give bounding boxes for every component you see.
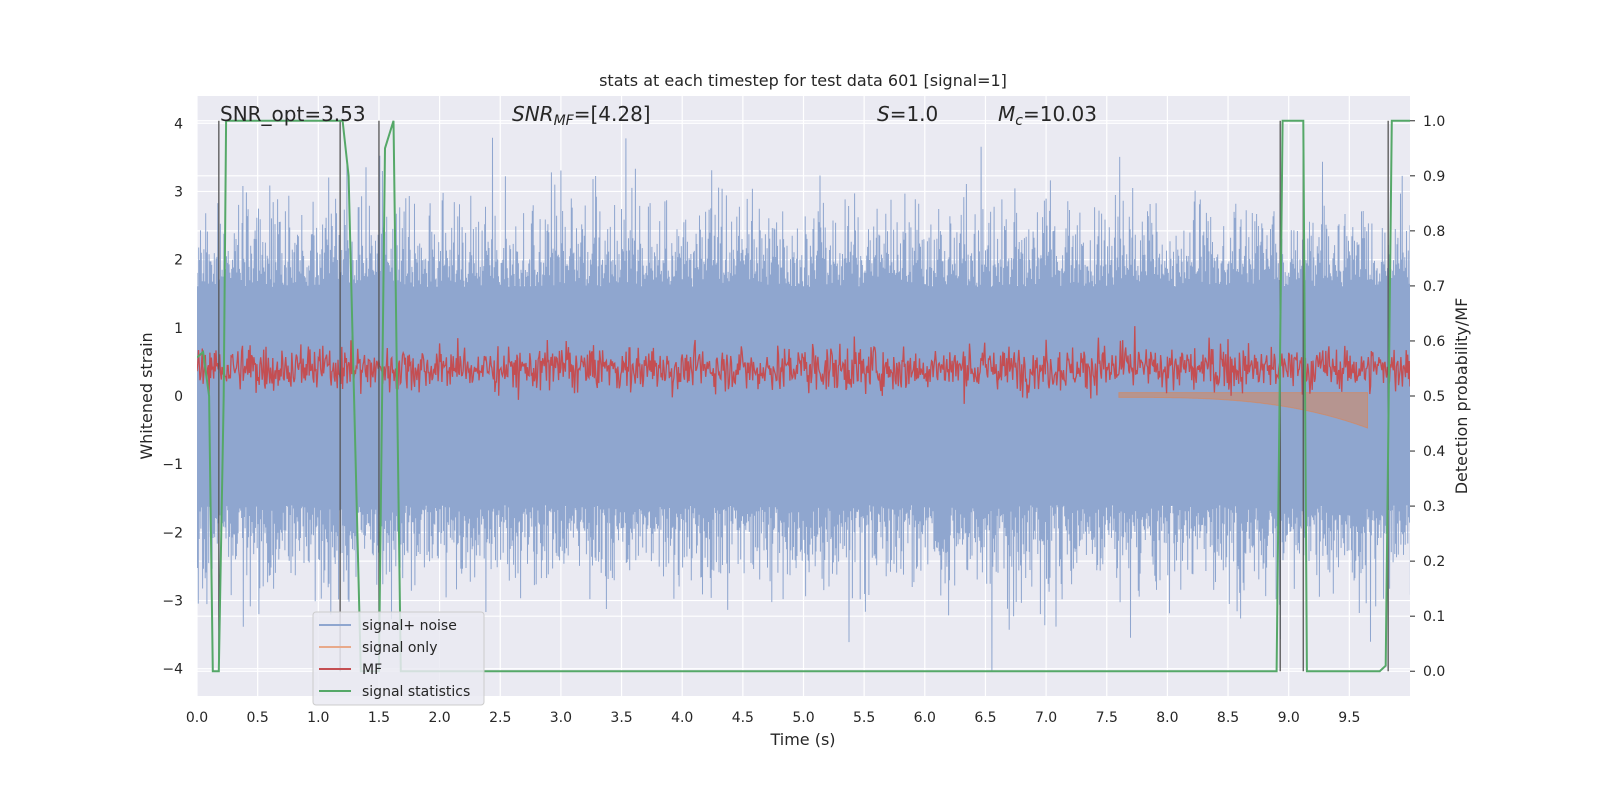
- x-tick-label: 5.0: [792, 710, 814, 726]
- x-tick-label: 6.0: [914, 710, 936, 726]
- y2-tick-label: 1.0: [1423, 114, 1445, 130]
- x-tick-label: 2.5: [489, 710, 511, 726]
- y2-tick-label: 0.3: [1423, 499, 1445, 515]
- y2-axis-label: Detection probability/MF: [1452, 298, 1471, 495]
- x-tick-label: 2.0: [428, 710, 450, 726]
- x-tick-label: 0.5: [247, 710, 269, 726]
- y-tick-label: 3: [174, 184, 183, 200]
- annotation-mc: Mc=10.03: [998, 102, 1097, 129]
- y-tick-label: −4: [162, 662, 183, 678]
- y2-tick-label: 0.4: [1423, 444, 1445, 460]
- y2-tick-label: 0.1: [1423, 609, 1445, 625]
- x-tick-label: 4.5: [732, 710, 754, 726]
- legend-label-mf: MF: [362, 662, 382, 678]
- annotation-snr-mf: SNRMF=[4.28]: [512, 102, 651, 129]
- left-axis-ticks: 4 3 2 1 0 −1 −2 −3 −4: [162, 116, 183, 677]
- x-tick-label: 3.0: [550, 710, 572, 726]
- x-tick-label: 6.5: [974, 710, 996, 726]
- legend-label-signal-only: signal only: [362, 640, 437, 656]
- y-tick-label: −3: [162, 594, 183, 610]
- x-tick-label: 1.5: [368, 710, 390, 726]
- legend-box: [312, 611, 485, 706]
- mf-series: [197, 326, 1410, 404]
- x-tick-label: 8.5: [1217, 710, 1239, 726]
- y2-tick-label: 0.8: [1423, 224, 1445, 240]
- x-tick-label: 0.0: [186, 710, 208, 726]
- x-tick-label: 5.5: [853, 710, 875, 726]
- x-tick-label: 9.5: [1338, 710, 1360, 726]
- y-tick-label: −1: [162, 457, 183, 473]
- chart-title: stats at each timestep for test data 601…: [599, 71, 1007, 90]
- y2-tick-label: 0.0: [1423, 664, 1445, 680]
- x-tick-label: 9.0: [1278, 710, 1300, 726]
- legend: signal+ noise signal only MF signal stat…: [312, 611, 485, 706]
- legend-label-signal-statistics: signal statistics: [362, 684, 470, 700]
- x-tick-label: 3.5: [610, 710, 632, 726]
- y2-tick-label: 0.5: [1423, 389, 1445, 405]
- y-tick-label: 2: [174, 253, 183, 269]
- series-layer: [197, 119, 1410, 673]
- x-tick-label: 7.0: [1035, 710, 1057, 726]
- y2-tick-label: 0.2: [1423, 554, 1445, 570]
- x-tick-label: 1.0: [307, 710, 329, 726]
- y-tick-label: −2: [162, 525, 183, 541]
- annotation-s: S=1.0: [877, 102, 938, 126]
- x-tick-label: 7.5: [1096, 710, 1118, 726]
- y-tick-label: 1: [174, 321, 183, 337]
- x-axis-label: Time (s): [769, 730, 835, 749]
- x-tick-label: 8.0: [1156, 710, 1178, 726]
- y-tick-label: 0: [174, 389, 183, 405]
- right-axis-ticks: 1.0 0.9 0.8 0.7 0.6 0.5 0.4 0.3 0.2 0.1 0.0: [1410, 114, 1445, 680]
- x-axis-ticks: 0.0 0.5 1.0 1.5 2.0 2.5 3.0 3.5 4.0 4.5 5.0 5.5 6.0 6…: [186, 710, 1361, 726]
- y-tick-label: 4: [174, 116, 183, 132]
- y2-tick-label: 0.6: [1423, 334, 1445, 350]
- y2-tick-label: 0.7: [1423, 279, 1445, 295]
- annotation-snr-opt: SNR_opt=3.53: [220, 102, 366, 126]
- y-axis-label: Whitened strain: [137, 332, 156, 459]
- legend-label-signal-noise: signal+ noise: [362, 618, 457, 634]
- x-tick-label: 4.0: [671, 710, 693, 726]
- y2-tick-label: 0.9: [1423, 169, 1445, 185]
